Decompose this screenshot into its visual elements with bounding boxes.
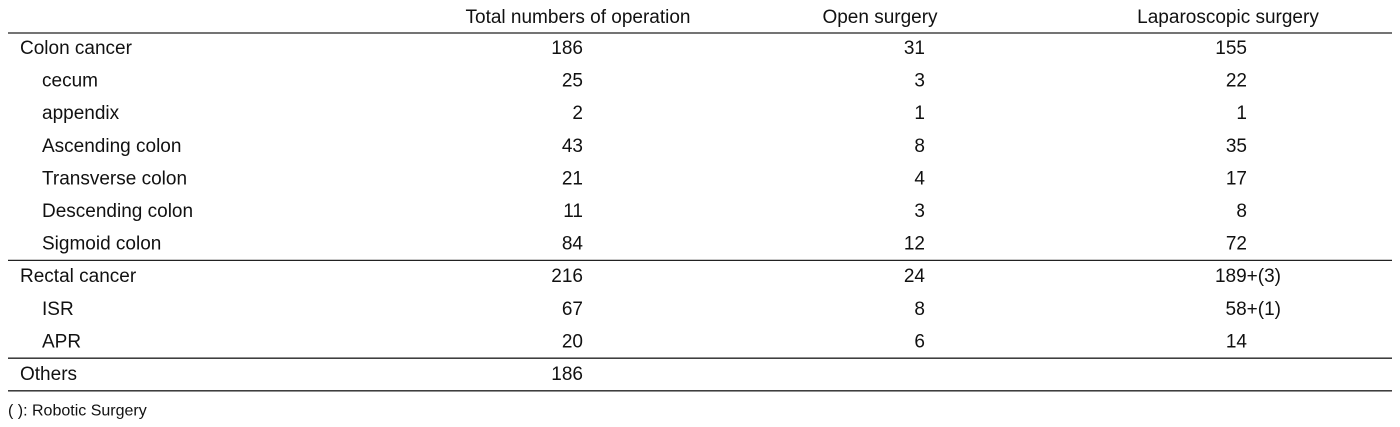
- cell: 4: [914, 168, 925, 189]
- column-header: Laparoscopic surgery: [1137, 7, 1319, 28]
- cell: 22: [1226, 71, 1247, 92]
- cell: 35: [1226, 136, 1247, 157]
- cell: 17: [1226, 168, 1247, 189]
- row-label: Others: [20, 364, 77, 385]
- column-header: Open surgery: [822, 7, 938, 28]
- row-label: Rectal cancer: [20, 266, 137, 287]
- cell: 43: [562, 136, 583, 157]
- cell: 186: [551, 364, 583, 385]
- cell: 1: [914, 103, 925, 124]
- footnote: ( ): Robotic Surgery: [8, 403, 147, 420]
- cell: 2: [572, 103, 583, 124]
- row-label: Descending colon: [42, 201, 193, 222]
- cell: 3: [914, 201, 925, 222]
- row-label: Colon cancer: [20, 38, 133, 59]
- cell: 21: [562, 168, 583, 189]
- cell: 216: [551, 266, 583, 287]
- cell: 20: [562, 331, 583, 352]
- cell: 25: [562, 71, 583, 92]
- cell: 186: [551, 38, 583, 59]
- row-label: ISR: [42, 299, 74, 320]
- cell: 11: [563, 201, 583, 222]
- cell: 8: [914, 136, 925, 157]
- cell: 24: [904, 266, 926, 287]
- cell: 1: [1236, 103, 1247, 124]
- row-label: APR: [42, 331, 81, 352]
- cell: 8: [914, 299, 925, 320]
- row-label: Sigmoid colon: [42, 234, 161, 255]
- column-header: Total numbers of operation: [466, 7, 691, 28]
- cell: 72: [1226, 234, 1247, 255]
- row-label: Ascending colon: [42, 136, 181, 157]
- row-label: cecum: [42, 71, 98, 92]
- cell: 67: [562, 299, 583, 320]
- cell: 31: [904, 38, 925, 59]
- cell: 12: [904, 234, 925, 255]
- cell: 189+(3): [1215, 266, 1281, 287]
- row-label: Transverse colon: [42, 168, 187, 189]
- cell: 155: [1215, 38, 1247, 59]
- cell: 14: [1226, 331, 1248, 352]
- cell: 6: [914, 331, 925, 352]
- row-label: appendix: [42, 103, 120, 124]
- cell: 84: [562, 234, 584, 255]
- cell: 3: [914, 71, 925, 92]
- cell: 58+(1): [1226, 299, 1281, 320]
- cell: 8: [1236, 201, 1247, 222]
